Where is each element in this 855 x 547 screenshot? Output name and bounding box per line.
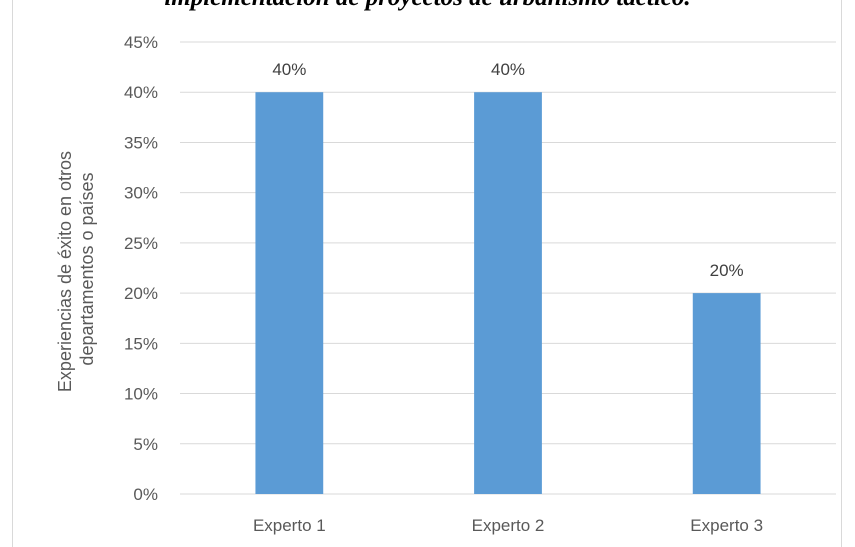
y-tick-label: 5%: [133, 435, 158, 454]
chart-frame-right-border: [841, 0, 842, 547]
y-tick-label: 25%: [124, 234, 158, 253]
y-axis-ticks: 0% 5% 10% 15% 20% 25% 30% 35% 40% 45%: [124, 33, 158, 504]
y-axis-label-line-2: departamentos o países: [77, 172, 97, 365]
chart-frame-left-border: [12, 0, 13, 547]
y-tick-label: 45%: [124, 33, 158, 52]
y-axis-label: Experiencias de éxito en otros departame…: [55, 146, 97, 392]
y-tick-label: 20%: [124, 284, 158, 303]
bar: [692, 293, 761, 494]
bars: [255, 92, 761, 494]
x-axis-ticks: Experto 1 Experto 2 Experto 3: [253, 516, 763, 535]
y-tick-label: 0%: [133, 485, 158, 504]
y-tick-label: 15%: [124, 334, 158, 353]
y-tick-label: 40%: [124, 83, 158, 102]
y-tick-label: 30%: [124, 184, 158, 203]
y-axis-label-line-1: Experiencias de éxito en otros: [55, 151, 75, 392]
data-label: 20%: [710, 261, 744, 280]
figure-title: implementación de proyectos de urbanismo…: [0, 0, 855, 12]
data-label: 40%: [491, 60, 525, 79]
data-label: 40%: [272, 60, 306, 79]
bar: [255, 92, 324, 494]
y-tick-label: 35%: [124, 133, 158, 152]
x-tick-label: Experto 2: [472, 516, 545, 535]
x-tick-label: Experto 3: [690, 516, 763, 535]
data-labels: 40% 40% 20%: [272, 60, 743, 280]
y-tick-label: 10%: [124, 385, 158, 404]
x-tick-label: Experto 1: [253, 516, 326, 535]
bar: [474, 92, 542, 494]
